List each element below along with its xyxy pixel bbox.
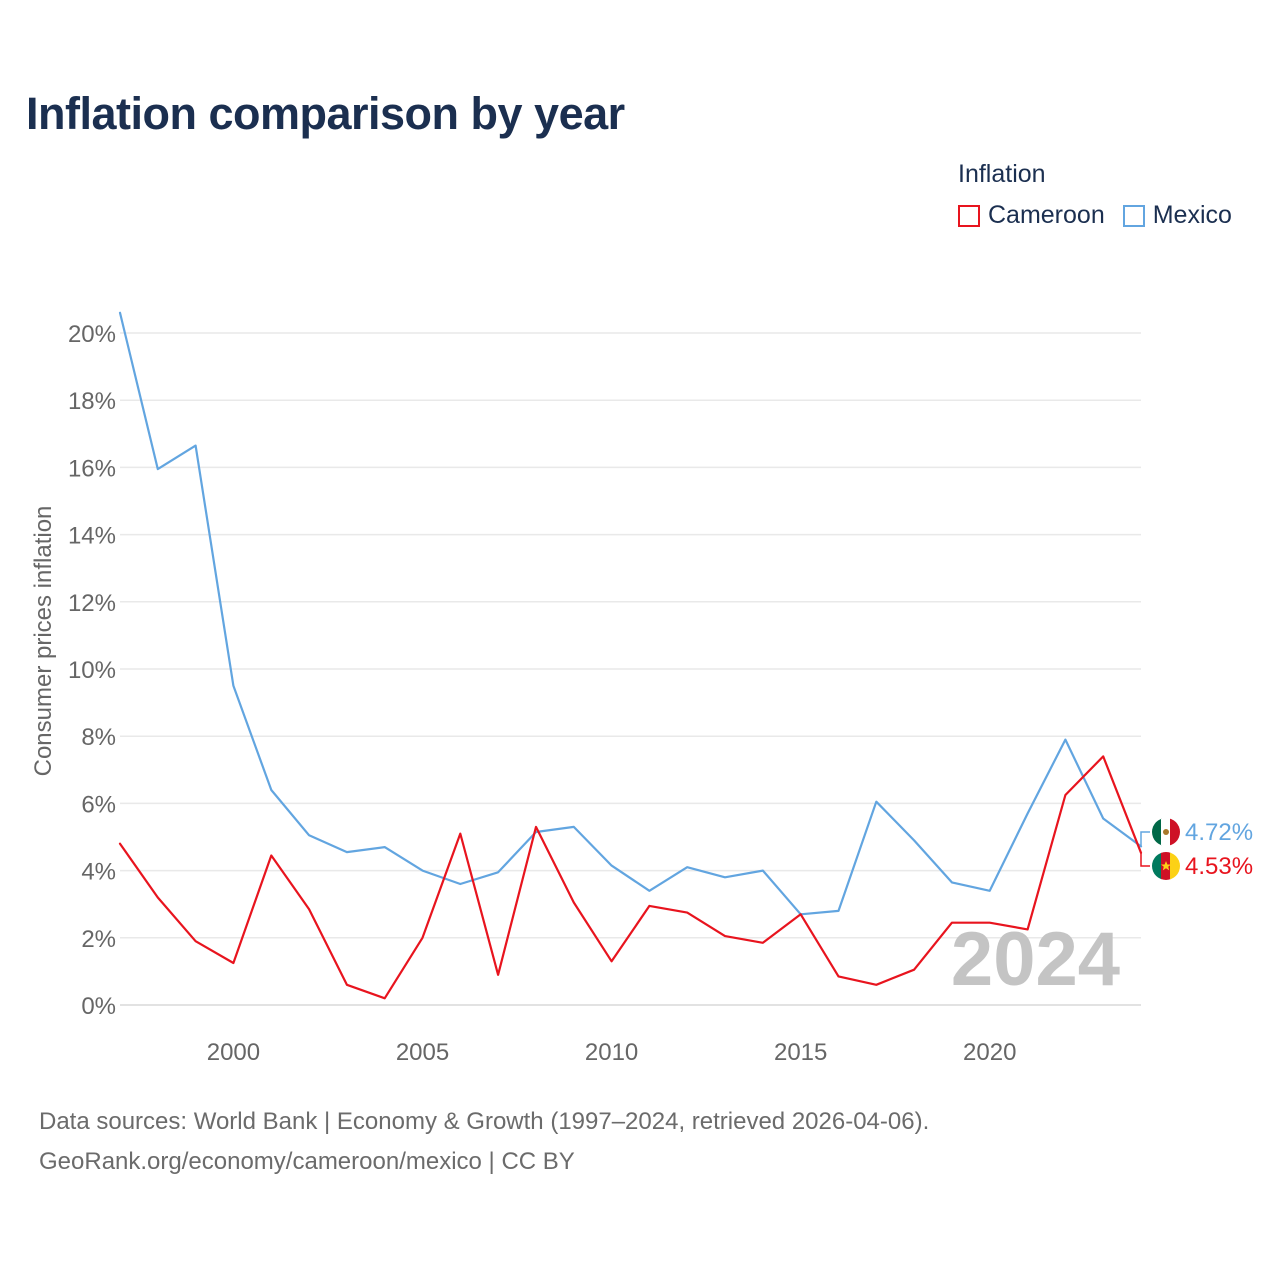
y-tick-label: 18% xyxy=(68,388,116,415)
y-tick-label: 10% xyxy=(68,657,116,684)
y-tick-label: 0% xyxy=(81,993,116,1020)
end-connector-mexico xyxy=(1140,831,1150,847)
legend-items: Cameroon Mexico xyxy=(958,201,1250,230)
axes: 0% 2% 4% 6% 8% 10% 12% 14% 16% 18% 20% 2000 2005 2010… xyxy=(30,321,1016,1066)
y-tick-label: 6% xyxy=(81,791,116,818)
y-tick-label: 14% xyxy=(68,523,116,550)
legend-label-cameroon: Cameroon xyxy=(988,201,1105,229)
legend: Inflation Cameroon Mexico xyxy=(958,160,1250,230)
y-tick-label: 2% xyxy=(81,926,116,953)
mexico-flag-icon xyxy=(1152,818,1180,846)
end-connector-cameroon xyxy=(1140,852,1150,867)
y-tick-label: 20% xyxy=(68,321,116,348)
series-line-cameroon[interactable] xyxy=(118,755,1143,1000)
legend-item-cameroon[interactable]: Cameroon xyxy=(958,201,1105,230)
source-note: Data sources: World Bank | Economy & Gro… xyxy=(39,1108,930,1135)
end-label-cameroon: 4.53% xyxy=(1185,853,1253,880)
x-tick-label: 2010 xyxy=(585,1039,638,1066)
x-tick-label: 2000 xyxy=(207,1039,260,1066)
legend-swatch-mexico xyxy=(1122,204,1145,227)
end-labels: 4.72% 4.53% xyxy=(1140,818,1253,880)
x-tick-label: 2020 xyxy=(963,1039,1016,1066)
legend-label-mexico: Mexico xyxy=(1152,201,1232,229)
y-axis-label: Consumer prices inflation xyxy=(30,506,57,777)
cameroon-flag-icon xyxy=(1152,852,1180,880)
y-tick-label: 12% xyxy=(68,590,116,617)
series xyxy=(118,311,1143,1000)
chart-title: Inflation comparison by year xyxy=(26,88,625,139)
y-tick-label: 4% xyxy=(81,859,116,886)
year-watermark: 2024 xyxy=(951,917,1120,1002)
legend-swatch-cameroon xyxy=(958,204,980,227)
series-line-mexico[interactable] xyxy=(118,311,1143,916)
y-tick-label: 8% xyxy=(81,724,116,751)
legend-item-mexico[interactable]: Mexico xyxy=(1122,201,1232,230)
y-tick-label: 16% xyxy=(68,455,116,482)
x-tick-label: 2015 xyxy=(774,1039,827,1066)
legend-title: Inflation xyxy=(958,160,1046,188)
end-label-mexico: 4.72% xyxy=(1185,819,1253,846)
grid-lines xyxy=(120,332,1141,1006)
x-tick-label: 2005 xyxy=(396,1039,449,1066)
source-link[interactable]: GeoRank.org/economy/cameroon/mexico | CC… xyxy=(39,1148,575,1175)
